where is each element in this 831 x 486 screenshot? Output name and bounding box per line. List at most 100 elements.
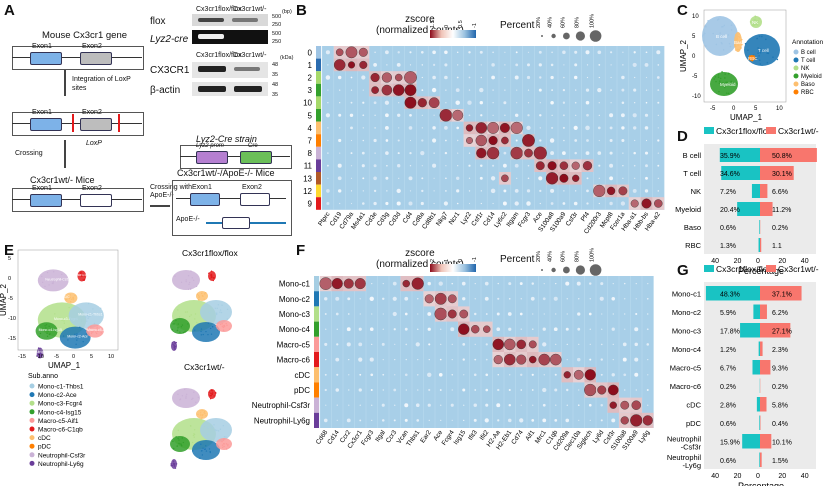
umap-cluster (64, 292, 78, 304)
y-tick: 5 (8, 256, 11, 262)
umap-point (201, 414, 204, 417)
expression-dot (439, 389, 442, 391)
expression-dot (335, 296, 340, 301)
row-label: Neutrophil-Ly6g (254, 416, 310, 425)
expression-dot (622, 177, 624, 179)
expression-dot (432, 50, 436, 55)
expression-dot (409, 64, 412, 66)
umap-point (715, 80, 717, 83)
size-legend-label: 20% (536, 251, 542, 262)
umap-point (735, 42, 738, 44)
umap-point (761, 35, 763, 38)
expression-dot (468, 89, 471, 91)
legend-label: Mono-c4-Isg15 (38, 409, 82, 416)
expression-dot (520, 404, 522, 406)
umap-point (210, 392, 212, 394)
expression-dot (634, 357, 639, 362)
umap-point (226, 308, 229, 311)
row-label: Neutrophil-Csf3r (252, 401, 311, 410)
expression-dot (621, 101, 625, 104)
expression-dot (485, 343, 488, 346)
expression-dot (382, 359, 384, 361)
expression-dot (427, 312, 432, 316)
row-color-strip (316, 134, 321, 147)
umap-point (67, 339, 69, 341)
expression-dot (574, 50, 578, 54)
umap-point (221, 323, 223, 325)
expression-dot (539, 189, 542, 193)
umap-point (222, 439, 225, 441)
size-legend-label: 40% (548, 17, 554, 28)
umap-point (54, 313, 56, 315)
expression-dot (444, 126, 448, 130)
cluster-label: cDC (63, 295, 70, 299)
umap-point (172, 463, 175, 465)
expression-dot (404, 84, 417, 96)
umap-point (173, 323, 175, 325)
expression-dot (543, 374, 545, 376)
expression-dot (624, 313, 626, 315)
gene-label: Ear2 (419, 429, 433, 445)
umap-point (46, 332, 48, 334)
expression-dot (631, 400, 641, 410)
umap-point (211, 426, 214, 429)
umap-point (730, 29, 733, 31)
umap-point (766, 52, 769, 55)
expression-dot (563, 371, 571, 379)
expression-dot (409, 51, 412, 54)
umap-point (44, 325, 46, 327)
d-bar-chart: Cx3cr1flox/flox Cx3cr1wt/- 35.9% 50.8% B cel… (675, 126, 819, 276)
umap-point (215, 325, 218, 327)
expression-dot (421, 127, 423, 129)
umap-point (214, 307, 217, 310)
umap-point (205, 414, 207, 417)
expression-dot (585, 88, 590, 92)
expression-dot (480, 64, 482, 66)
value-label-flox: 2.8% (720, 402, 736, 409)
row-label: 10 (303, 99, 312, 108)
expression-dot (480, 202, 482, 205)
expression-dot (601, 328, 603, 330)
size-legend-dot (563, 32, 570, 40)
umap-point (757, 20, 759, 22)
expression-dot (358, 388, 362, 392)
row-color-strip (316, 96, 321, 109)
umap-point (85, 314, 87, 316)
expression-dot (487, 121, 500, 134)
expression-dot (565, 327, 569, 331)
cluster-label: Mono-c3-Fcgr4 (54, 317, 78, 321)
expression-dot (350, 126, 353, 130)
umap-point (185, 393, 188, 395)
umap-point (171, 342, 174, 344)
expression-dot (402, 279, 410, 288)
expression-dot (621, 88, 625, 92)
legend-label: Macro-c5-Aif1 (38, 418, 79, 425)
y-tick: -5 (8, 296, 13, 302)
umap-point (48, 333, 51, 336)
expression-dot (445, 89, 447, 91)
umap-point (728, 42, 731, 45)
expression-dot (373, 63, 377, 67)
expression-dot (445, 139, 447, 142)
umap-point (719, 77, 722, 80)
umap-point (208, 272, 210, 274)
expression-dot (573, 75, 578, 80)
umap-point (62, 335, 65, 337)
umap-point (88, 316, 90, 318)
expression-dot (496, 403, 501, 408)
expression-dot (490, 188, 496, 194)
expression-dot (427, 281, 431, 286)
f-size-legend: 20% 40% 60% 80% 100% (536, 248, 602, 276)
umap-point (719, 32, 721, 34)
row-color-strip (314, 291, 319, 307)
expression-dot (325, 50, 330, 55)
expression-dot (416, 419, 420, 422)
expression-dot (384, 100, 390, 105)
expression-dot (374, 114, 376, 116)
expression-dot (394, 374, 396, 376)
umap-point (223, 445, 225, 448)
expression-dot (433, 114, 435, 116)
expression-dot (463, 419, 465, 421)
umap-point (192, 397, 194, 400)
expression-dot (588, 403, 592, 407)
